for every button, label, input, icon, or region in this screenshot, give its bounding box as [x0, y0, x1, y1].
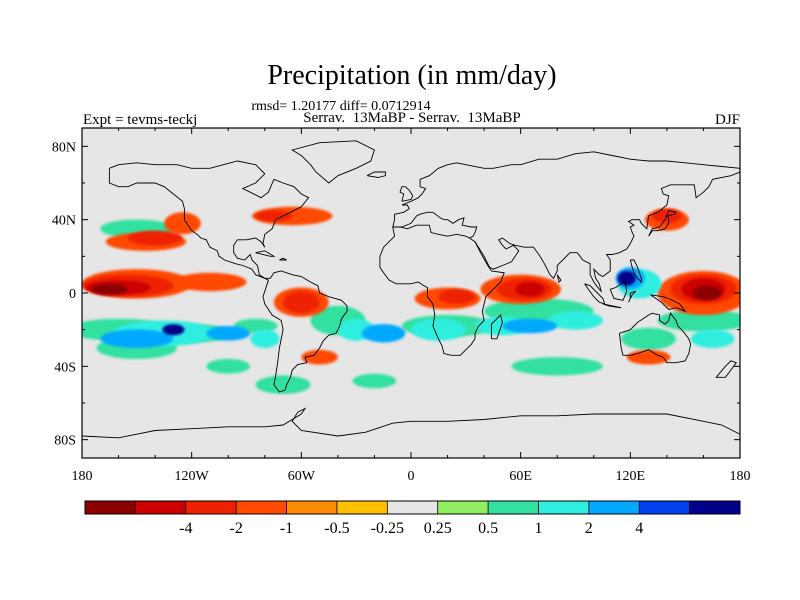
- precip-anomaly-49: [515, 282, 545, 297]
- colorbar-label: -0.5: [324, 520, 349, 537]
- precip-anomaly-27: [250, 329, 280, 348]
- y-axis: 80N 40N 0 40S 80S: [52, 140, 740, 449]
- y-tick-label: 80N: [52, 140, 76, 155]
- precip-anomaly-44: [361, 324, 406, 343]
- coastlines: [82, 140, 740, 439]
- experiment-label: Expt = tevms-teckj: [83, 112, 197, 128]
- precip-anomaly-5: [621, 327, 676, 350]
- y-tick-label: 0: [69, 287, 76, 302]
- precip-anomaly-50: [91, 283, 128, 295]
- coastline-21: [279, 257, 287, 261]
- precip-anomaly-1: [255, 375, 311, 394]
- coastline-12: [648, 209, 677, 237]
- coastline-5: [474, 171, 740, 293]
- precip-anomaly-2: [352, 373, 397, 389]
- precip-anomaly-35: [127, 230, 183, 246]
- coastline-11: [650, 294, 687, 313]
- colorbar-label: -0.25: [371, 520, 404, 537]
- colorbar-swatch-10: [588, 501, 640, 514]
- y-tick-label: 40S: [54, 360, 76, 375]
- colorbar-swatch-8: [488, 501, 539, 514]
- coastline-3: [392, 151, 740, 228]
- x-tick-label: 60W: [288, 469, 316, 484]
- y-tick-label: 40N: [52, 214, 76, 229]
- precip-field: [82, 206, 740, 394]
- x-tick-label: 180: [72, 469, 93, 484]
- coastline-14: [628, 290, 637, 303]
- colorbar-swatch-6: [387, 501, 438, 514]
- coastline-19: [556, 274, 562, 283]
- precip-anomaly-43: [206, 326, 251, 341]
- colorbar-swatch-12: [689, 501, 741, 514]
- precip-anomaly-52: [162, 324, 185, 336]
- precip-anomaly-31: [548, 311, 603, 330]
- colorbar-swatch-3: [236, 501, 287, 514]
- precip-anomaly-33: [690, 329, 735, 348]
- x-tick-label: 60E: [509, 469, 532, 484]
- colorbar-swatch-5: [336, 501, 388, 514]
- coastline-7: [82, 407, 740, 439]
- colorbar-swatch-0: [85, 501, 136, 514]
- coastline-10: [609, 281, 628, 301]
- coastline-4: [392, 211, 478, 239]
- coastline-17: [490, 314, 503, 340]
- coastline-18: [715, 360, 738, 378]
- precip-anomaly-25: [301, 349, 338, 365]
- season-label: DJF: [715, 112, 740, 128]
- precip-anomaly-45: [502, 318, 558, 334]
- precip-anomaly-53: [617, 271, 636, 286]
- x-tick-label: 120W: [175, 469, 210, 484]
- x-tick-label: 180: [730, 469, 751, 484]
- precip-anomaly-15: [173, 272, 247, 292]
- colorbar-swatch-1: [135, 501, 187, 514]
- colorbar-swatch-2: [185, 501, 237, 514]
- precip-anomaly-42: [100, 329, 174, 348]
- x-axis: 180 120W 60W 0 60E 120E 180: [72, 128, 751, 484]
- coastline-1: [291, 140, 375, 184]
- colorbar-frame: [84, 500, 741, 515]
- precip-anomaly-41: [255, 210, 293, 222]
- coastline-9: [602, 303, 622, 309]
- precip-anomaly-51: [692, 285, 722, 301]
- comparison-label: Serrav. 13MaBP - Serrav. 13MaBP: [303, 110, 520, 126]
- colorbar-label: -2: [230, 520, 243, 537]
- colorbar-swatch-4: [286, 501, 338, 514]
- precip-anomaly-3: [511, 357, 603, 376]
- coastline-6: [618, 312, 692, 364]
- colorbar-swatch-9: [538, 501, 590, 514]
- colorbar-label: 0.5: [478, 520, 498, 537]
- precip-anomaly-6: [206, 359, 251, 374]
- coastline-16: [366, 171, 386, 178]
- y-tick-label: 80S: [54, 434, 76, 449]
- precip-anomaly-29: [411, 318, 466, 341]
- chart-title: Precipitation (in mm/day): [267, 60, 556, 91]
- precip-anomaly-36: [283, 291, 320, 314]
- colorbar-label: 0.25: [424, 520, 452, 537]
- colorbar-label: -4: [179, 520, 192, 537]
- colorbar-swatch-7: [437, 501, 489, 514]
- precip-anomaly-24: [626, 349, 671, 365]
- colorbar-swatch-11: [639, 501, 690, 514]
- coastline-13: [629, 259, 642, 284]
- colorbar-label: 1: [535, 520, 543, 537]
- coastline-2: [379, 224, 505, 356]
- coastline-0: [108, 160, 348, 393]
- colorbar: -4 -2 -1 -0.5 -0.25 0.25 0.5 1 2 4: [84, 500, 741, 537]
- colorbar-label: 4: [635, 520, 643, 537]
- colorbar-label: -1: [280, 520, 293, 537]
- x-tick-label: 0: [408, 469, 415, 484]
- x-tick-label: 120E: [616, 469, 646, 484]
- coastline-15: [399, 186, 414, 202]
- coastline-20: [255, 250, 276, 257]
- precip-anomaly-37: [438, 289, 476, 305]
- stats-line: rmsd= 1.20177 diff= 0.0712914: [251, 99, 430, 114]
- precip-anomaly-21: [164, 212, 201, 235]
- colorbar-label: 2: [585, 520, 593, 537]
